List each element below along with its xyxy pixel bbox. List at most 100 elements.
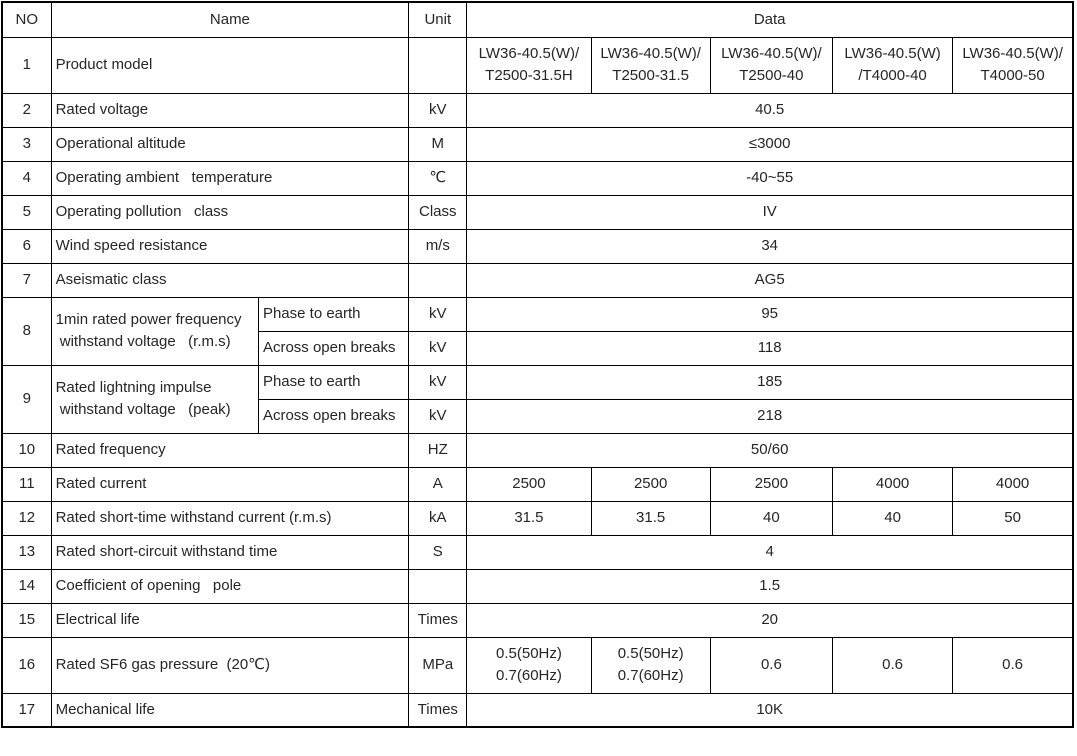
table-row: 3 Operational altitude M ≤3000: [1, 126, 1074, 162]
data-cell: 0.6: [952, 636, 1074, 694]
name-cell: 1min rated power frequency withstand vol…: [50, 296, 259, 366]
no-cell: 9: [1, 364, 52, 434]
data-cell: 40.5: [466, 92, 1074, 128]
no-cell: 2: [1, 92, 52, 128]
unit-cell: kV: [408, 296, 468, 332]
data-cell: 1.5: [466, 568, 1074, 604]
no-cell: 10: [1, 432, 52, 468]
no-cell: 17: [1, 692, 52, 728]
header-row: NO Name Unit Data: [1, 1, 1074, 38]
data-cell: 40: [831, 500, 954, 536]
data-cell: 0.6: [831, 636, 954, 694]
data-cell: 31.5: [590, 500, 711, 536]
data-cell: AG5: [466, 262, 1074, 298]
data-cell: LW36-40.5(W)/ T2500-40: [709, 36, 833, 94]
data-cell: 2500: [466, 466, 592, 502]
unit-cell: [408, 36, 468, 94]
unit-cell: kV: [408, 398, 468, 434]
no-cell: 7: [1, 262, 52, 298]
name-cell: Product model: [50, 36, 410, 94]
data-cell: 31.5: [466, 500, 592, 536]
name-cell: Operational altitude: [50, 126, 410, 162]
unit-cell: [408, 568, 468, 604]
name-cell: Rated current: [50, 466, 410, 502]
data-cell: 2500: [590, 466, 711, 502]
data-cell: 0.5(50Hz) 0.7(60Hz): [590, 636, 711, 694]
unit-cell: S: [408, 534, 468, 570]
no-cell: 8: [1, 296, 52, 366]
data-cell: 0.6: [709, 636, 833, 694]
name-cell: Rated SF6 gas pressure (20℃): [50, 636, 410, 694]
name-cell: Coefficient of opening pole: [50, 568, 410, 604]
table-row: 10 Rated frequency HZ 50/60: [1, 432, 1074, 468]
no-cell: 15: [1, 602, 52, 638]
data-cell: 50: [952, 500, 1074, 536]
name-cell: Rated short-time withstand current (r.m.…: [50, 500, 410, 536]
no-cell: 13: [1, 534, 52, 570]
table-row: 15 Electrical life Times 20: [1, 602, 1074, 638]
table-row: 5 Operating pollution class Class IV: [1, 194, 1074, 230]
no-cell: 1: [1, 36, 52, 94]
table-row: Across open breaks kV 118: [2, 330, 1074, 366]
unit-cell: Times: [408, 602, 468, 638]
name-cell: Mechanical life: [50, 692, 410, 728]
name-cell: Operating ambient temperature: [50, 160, 410, 196]
data-cell: 185: [466, 364, 1074, 400]
data-cell: -40~55: [466, 160, 1074, 196]
unit-cell: Class: [408, 194, 468, 230]
data-cell: LW36-40.5(W)/ T2500-31.5H: [466, 36, 592, 94]
table-row: 1 Product model LW36-40.5(W)/ T2500-31.5…: [1, 36, 1074, 94]
table-row: Across open breaks kV 218: [2, 398, 1074, 434]
data-cell: 95: [466, 296, 1074, 332]
name-cell: Rated voltage: [50, 92, 410, 128]
name-cell: Rated short-circuit withstand time: [50, 534, 410, 570]
table-row: 7 Aseismatic class AG5: [1, 262, 1074, 298]
data-cell: LW36-40.5(W)/ T2500-31.5: [590, 36, 711, 94]
sub-name-cell: Across open breaks: [257, 330, 410, 366]
header-data: Data: [466, 1, 1074, 38]
header-unit: Unit: [408, 1, 468, 38]
name-cell: Aseismatic class: [50, 262, 410, 298]
unit-cell: HZ: [408, 432, 468, 468]
table-row: 11 Rated current A 2500 2500 2500 4000 4…: [1, 466, 1074, 502]
table-row: 8 1min rated power frequency withstand v…: [1, 296, 1074, 366]
unit-cell: ℃: [408, 160, 468, 196]
table-row: 13 Rated short-circuit withstand time S …: [1, 534, 1074, 570]
unit-cell: kA: [408, 500, 468, 536]
no-cell: 5: [1, 194, 52, 230]
data-cell: ≤3000: [466, 126, 1074, 162]
name-cell: Rated lightning impulse withstand voltag…: [50, 364, 259, 434]
header-name: Name: [50, 1, 410, 38]
table-row: 16 Rated SF6 gas pressure (20℃) MPa 0.5(…: [1, 636, 1074, 694]
unit-cell: A: [408, 466, 468, 502]
data-cell: 20: [466, 602, 1074, 638]
no-cell: 14: [1, 568, 52, 604]
no-cell: 3: [1, 126, 52, 162]
table-row: 6 Wind speed resistance m/s 34: [1, 228, 1074, 264]
table-row: 9 Rated lightning impulse withstand volt…: [1, 364, 1074, 434]
data-cell: LW36-40.5(W)/ T4000-50: [952, 36, 1074, 94]
data-cell: IV: [466, 194, 1074, 230]
unit-cell: M: [408, 126, 468, 162]
unit-cell: kV: [408, 92, 468, 128]
name-cell: Operating pollution class: [50, 194, 410, 230]
table-row: 17 Mechanical life Times 10K: [1, 692, 1074, 728]
name-cell: Wind speed resistance: [50, 228, 410, 264]
no-cell: 16: [1, 636, 52, 694]
unit-cell: kV: [408, 364, 468, 400]
table-row: 2 Rated voltage kV 40.5: [1, 92, 1074, 128]
data-cell: 218: [466, 398, 1074, 434]
name-cell: Rated frequency: [50, 432, 410, 468]
data-cell: 118: [466, 330, 1074, 366]
data-cell: 2500: [709, 466, 833, 502]
sub-name-cell: Phase to earth: [257, 364, 410, 400]
table-row: 4 Operating ambient temperature ℃ -40~55: [1, 160, 1074, 196]
data-cell: 34: [466, 228, 1074, 264]
unit-cell: [408, 262, 468, 298]
data-cell: 4000: [952, 466, 1074, 502]
no-cell: 12: [1, 500, 52, 536]
data-cell: 50/60: [466, 432, 1074, 468]
data-cell: 0.5(50Hz) 0.7(60Hz): [466, 636, 592, 694]
data-cell: 40: [709, 500, 833, 536]
unit-cell: kV: [408, 330, 468, 366]
